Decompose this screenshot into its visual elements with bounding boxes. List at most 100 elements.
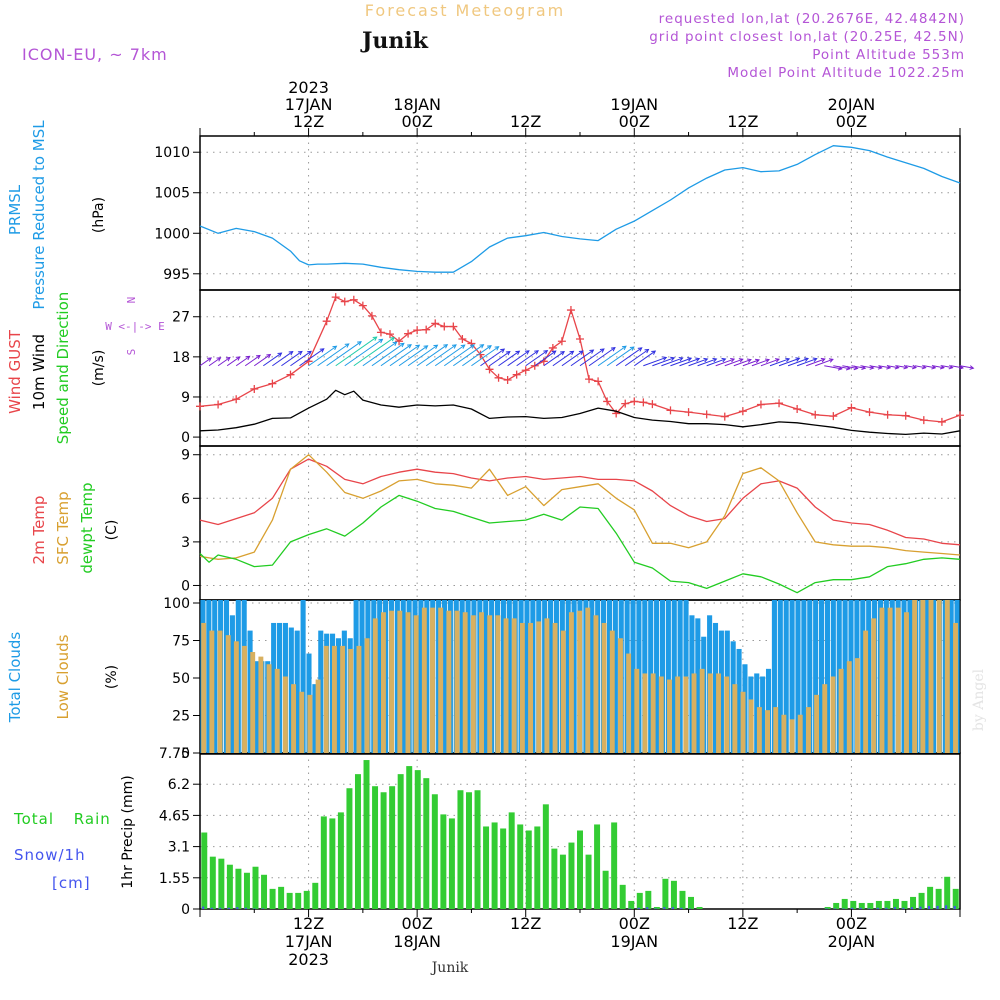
wind-arrow (615, 347, 643, 367)
wind-label-10m: 10m Wind (30, 334, 48, 410)
gust-point (684, 408, 693, 417)
rain-bar (414, 770, 421, 909)
total-cloud-bar (418, 600, 424, 753)
wind-arrow (335, 336, 377, 367)
total-cloud-bar (718, 630, 724, 753)
rain-bar (611, 822, 618, 909)
wind-arrow-head (378, 338, 384, 344)
location-title: Junik (360, 28, 429, 54)
gust-point (331, 293, 340, 302)
wind-arrow-head (828, 358, 834, 363)
time-label-top: 12Z (293, 112, 324, 131)
wind-arrow-head (687, 357, 693, 362)
temp-label-sfc: SFC Temp (54, 491, 72, 564)
wind-arrow-head (390, 336, 395, 342)
temp-dewpt-line (199, 494, 961, 594)
snow-bar (936, 905, 939, 909)
wind-arrow-head (912, 364, 917, 370)
wind-arrow (787, 358, 809, 367)
low-cloud-bar (838, 668, 844, 753)
watermark: by Angel (971, 668, 987, 731)
rain-bar (525, 830, 532, 909)
rain-bar (892, 898, 899, 909)
low-cloud-bar (381, 612, 386, 753)
wind-arrow-head (560, 350, 565, 356)
pressure-panel-labels: PRMSL Pressure Reduced to MSL (hPa) (6, 120, 107, 310)
time-label-top: 00Z (619, 112, 650, 131)
wind-arrow (308, 345, 337, 367)
wind-arrow-head (629, 346, 635, 351)
total-cloud-bar (335, 638, 341, 753)
low-cloud-bar (536, 621, 542, 753)
low-cloud-bar (854, 658, 860, 753)
wind-arrow-head (216, 357, 222, 362)
wind-arrow (932, 365, 944, 369)
low-cloud-bar (413, 615, 419, 753)
wind-arrow (453, 344, 484, 367)
wind-arrow (670, 357, 692, 367)
gust-point (413, 326, 422, 335)
total-cloud-bar (483, 600, 489, 753)
wind-arrow-head (372, 336, 378, 341)
gust-point (585, 375, 594, 384)
wind-arrow (552, 350, 574, 367)
gust-point (196, 402, 204, 411)
wind-arrow-head (433, 344, 439, 350)
y-tick-label: 1010 (154, 145, 190, 161)
gust-point (440, 322, 449, 331)
total-cloud-bar (300, 600, 306, 753)
wind-arrow (407, 344, 438, 367)
total-cloud-bar (671, 600, 677, 753)
gust-point (358, 301, 367, 310)
requested-coords: requested lon,lat (20.2676E, 42.4842N) (659, 11, 965, 27)
low-cloud-bar (863, 630, 869, 753)
rain-bar (594, 824, 601, 909)
wind-arrow-head (894, 364, 900, 370)
wind-arrow (235, 355, 250, 367)
gust-point (811, 410, 820, 419)
gust-point (630, 397, 639, 406)
wind-arrow (525, 350, 548, 367)
temp-sfc-line (199, 454, 961, 560)
temp-2m-line (199, 458, 961, 546)
rain-bar (431, 794, 438, 909)
low-cloud-bar (438, 607, 444, 753)
gust-point (521, 366, 530, 375)
low-cloud-bar (331, 645, 337, 753)
wind-arrow-head (578, 350, 584, 355)
time-label-top: 2023 (288, 78, 329, 97)
wind-arrow-head (703, 357, 709, 363)
time-label-top: 12Z (510, 112, 541, 131)
wind-arrow (208, 357, 221, 367)
snow-bar (945, 905, 948, 909)
y-tick-label: 1.55 (159, 871, 190, 887)
snow-bar (654, 908, 657, 909)
total-cloud-bar (930, 600, 937, 753)
time-label-bottom: 00Z (401, 914, 432, 933)
wind-compass-we: W <-|-> E (105, 320, 165, 333)
wind-arrow (815, 358, 834, 367)
rain-bar (278, 886, 285, 909)
chart-title: Forecast Meteogram (365, 1, 565, 20)
gust-point (250, 384, 259, 393)
gust-point (901, 411, 910, 420)
total-cloud-bar (441, 600, 448, 753)
wind-arrow-head (678, 356, 684, 362)
rain-bar (901, 900, 908, 909)
wind-compass-s: S (125, 349, 138, 356)
y-tick-label: 50 (172, 671, 190, 687)
model-altitude: Model Point Altitude 1022.25m (727, 65, 965, 81)
wind-arrow (887, 365, 899, 369)
wind-arrow (317, 343, 350, 367)
wind-arrow-head (225, 356, 231, 362)
wind-arrow (715, 358, 735, 367)
time-label-top: 00Z (401, 112, 432, 131)
rain-bar (858, 902, 865, 909)
rain-bar (568, 842, 575, 909)
rain-bar (337, 812, 344, 909)
time-label-bottom: 18JAN (393, 932, 441, 951)
snow-bar (236, 907, 239, 909)
low-cloud-bar (634, 668, 640, 753)
total-cloud-bar (465, 600, 471, 753)
temp-panel-frame (199, 445, 961, 601)
